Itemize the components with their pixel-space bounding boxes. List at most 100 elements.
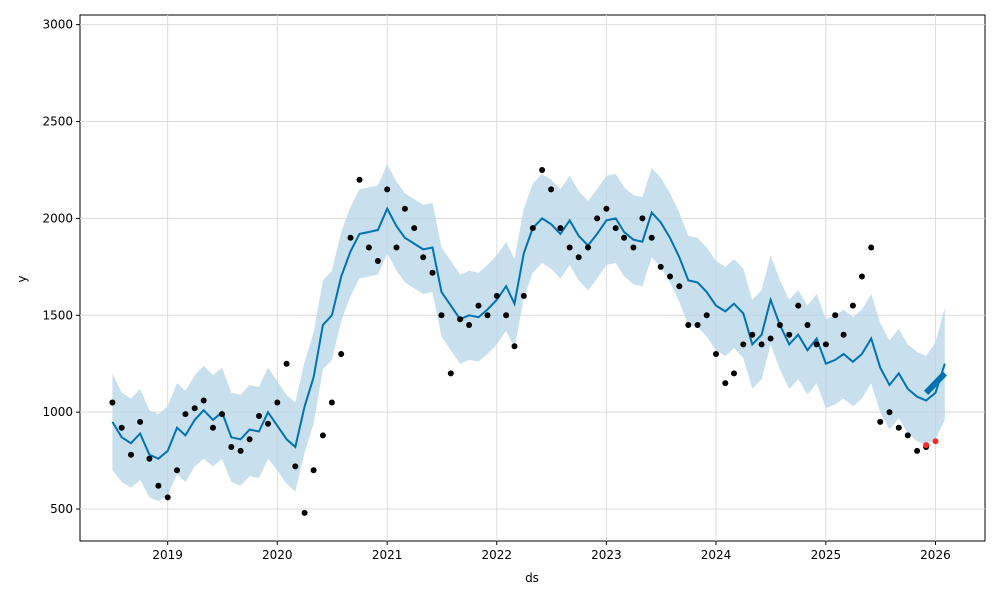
observed-point [365,244,372,251]
observed-point [694,322,701,328]
observed-point [539,167,546,173]
observed-point [301,509,308,516]
observed-point [795,302,802,309]
observed-point [246,436,253,443]
observed-point [776,322,783,328]
observed-point [566,244,573,251]
x-axis-label: ds [525,571,539,585]
x-tick-label: 2022 [481,548,512,562]
y-tick-label: 3000 [42,18,73,32]
observed-point [237,447,244,454]
observed-point [109,399,116,406]
observed-point [548,186,555,193]
forecast-line [111,206,946,460]
observed-point [731,370,737,377]
observed-point [786,331,793,338]
observed-point [594,215,601,222]
observed-point [347,234,354,241]
x-tick-label: 2023 [591,548,622,562]
observed-point [457,316,464,323]
x-axis-ticks: 2019 2020 2021 2022 2023 2024 2025 2026 [152,541,951,562]
highlight-point [932,438,939,445]
observed-point [904,432,911,439]
observed-point [722,380,729,387]
observed-point [575,254,582,261]
observed-point [466,322,473,328]
y-axis-label: y [15,275,29,282]
observed-point [657,263,664,270]
observed-point [438,312,445,319]
observed-point [886,409,893,416]
observed-point [356,176,363,183]
x-tick-label: 2019 [152,548,183,562]
observed-point [511,343,518,350]
observed-point [813,341,820,348]
observed-point [401,205,408,212]
observed-point [557,225,564,232]
observed-point [914,447,921,454]
observed-point [393,244,400,251]
observed-point [621,234,628,241]
highlight-point [923,442,930,449]
observed-point [191,405,198,412]
observed-point [493,292,500,299]
observed-point [612,225,619,232]
observed-point [529,225,536,232]
observed-point [200,397,207,404]
observed-point [146,455,153,462]
observed-point [118,424,125,431]
observed-point [319,432,326,439]
observed-point [164,494,171,501]
observed-point [749,331,756,338]
observed-point [630,244,637,251]
y-tick-label: 1500 [42,308,73,322]
observed-point [767,335,774,342]
observed-point [328,399,335,406]
observed-point [265,420,271,427]
observed-point [374,258,381,264]
observed-point [292,463,299,470]
observed-point [703,312,710,319]
y-tick-label: 500 [50,502,73,516]
y-tick-label: 2000 [42,211,73,225]
y-axis-ticks: 500 1000 1500 2000 2500 3000 [42,18,80,516]
observed-point [740,341,747,348]
observed-point [174,467,180,474]
observed-point [310,467,317,474]
observed-point [420,254,427,261]
observed-point [840,331,847,338]
observed-point [868,244,875,251]
observed-point [128,451,134,458]
observed-point [639,215,646,222]
x-tick-label: 2026 [920,548,951,562]
y-tick-label: 2500 [42,115,73,129]
observed-point [447,370,454,377]
observed-point [429,269,436,276]
x-tick-label: 2025 [811,548,842,562]
observed-point [877,418,884,425]
observed-point [713,351,719,357]
uncertainty-band-area [112,164,945,502]
observed-point [503,312,510,319]
x-tick-label: 2020 [262,548,293,562]
uncertainty-band [112,164,945,502]
observed-point [283,360,290,367]
observed-point [384,186,391,193]
observed-point [411,225,418,232]
forecast-future-line [923,371,947,395]
observed-point [858,273,865,280]
observed-point [256,413,262,419]
observed-point [155,482,162,489]
observed-point [182,411,189,418]
observed-point [685,322,692,328]
observed-point [603,205,610,212]
x-tick-label: 2024 [701,548,732,562]
observed-point [484,312,491,319]
forecast-line-group [111,206,947,460]
observed-point [219,411,225,418]
observed-point [228,444,235,450]
observed-point [822,341,829,348]
observed-point [895,424,902,431]
observed-point [832,312,839,319]
observed-point [758,341,765,348]
